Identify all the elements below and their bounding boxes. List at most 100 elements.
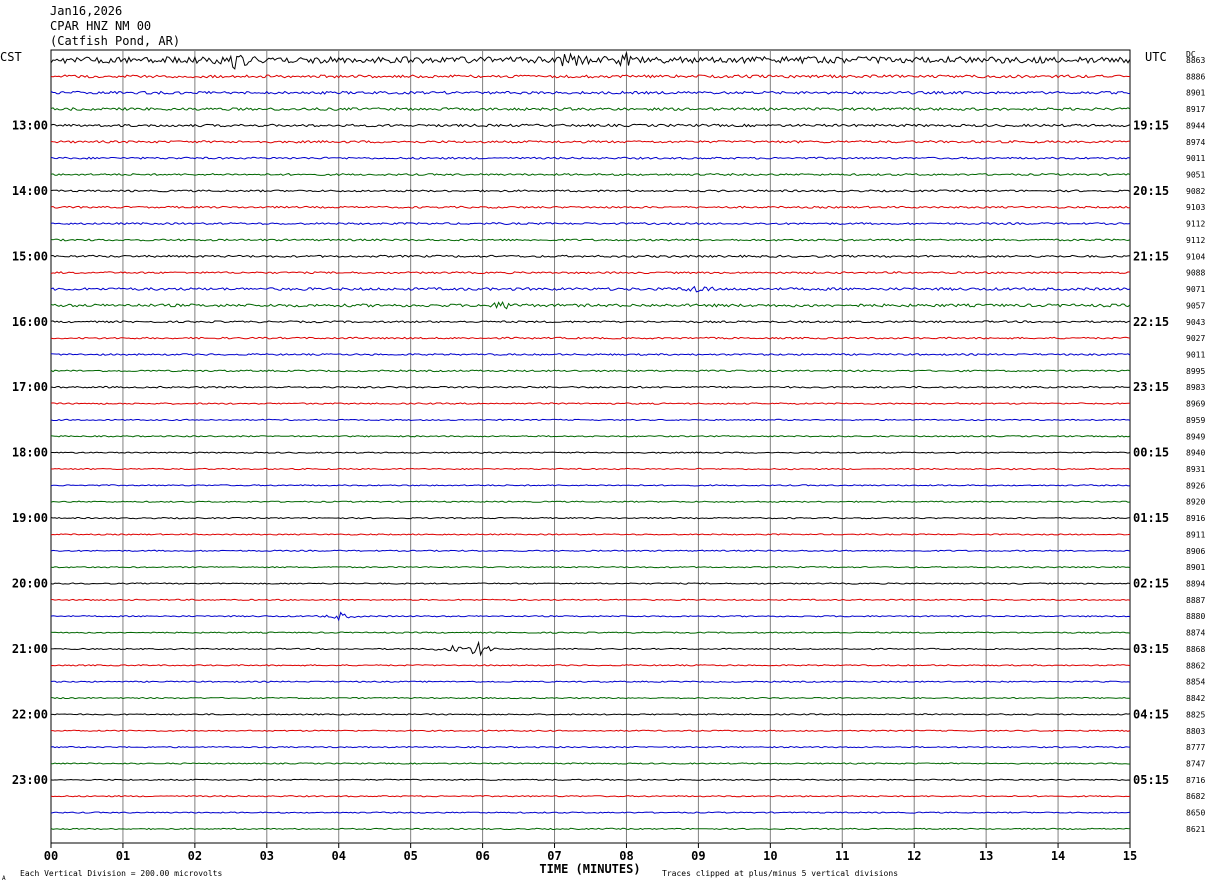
left-hour-label: 17:00 [12, 380, 48, 394]
trace-line [50, 435, 1131, 438]
x-tick-label: 11 [835, 849, 849, 863]
trace-line [50, 680, 1131, 683]
dc-value: 8974 [1186, 138, 1205, 147]
x-tick-label: 13 [979, 849, 993, 863]
trace-line [50, 664, 1131, 667]
trace-line [50, 484, 1131, 487]
x-tick-label: 07 [547, 849, 561, 863]
dc-value: 9071 [1186, 285, 1205, 294]
trace-line [50, 222, 1131, 226]
x-tick-label: 04 [332, 849, 346, 863]
trace-line [50, 271, 1131, 275]
trace-line [50, 353, 1131, 356]
trace-line [51, 713, 1131, 716]
trace-line [50, 172, 1131, 177]
dc-value: 9011 [1186, 350, 1205, 359]
dc-value: 9011 [1186, 154, 1205, 163]
trace-line [50, 418, 1131, 422]
trace-line [50, 402, 1131, 405]
trace-line [50, 598, 1131, 602]
dc-value: 8716 [1186, 776, 1205, 785]
trace-line [50, 369, 1131, 373]
trace-line [50, 205, 1131, 209]
trace-line [50, 107, 1131, 112]
trace-line [50, 52, 1131, 70]
trace-line [50, 238, 1131, 242]
trace-line [51, 762, 1130, 765]
trace-line [50, 566, 1131, 569]
dc-value: 9104 [1186, 252, 1205, 261]
header-date: Jan16,2026 [50, 4, 123, 18]
dc-value: 8868 [1186, 645, 1205, 654]
right-hour-label: 22:15 [1133, 315, 1169, 329]
dc-value: 8650 [1186, 809, 1205, 818]
left-hour-label: 20:00 [12, 577, 48, 591]
right-hour-label: 20:15 [1133, 184, 1169, 198]
trace-group [50, 52, 1131, 831]
right-hour-label: 04:15 [1133, 707, 1169, 721]
dc-value: 8906 [1186, 547, 1205, 556]
dc-value: 8887 [1186, 596, 1205, 605]
trace-line [50, 631, 1131, 634]
right-hour-label: 00:15 [1133, 446, 1169, 460]
minute-grid [50, 49, 1131, 848]
label-group: 00 01 02 03 04 05 06 07 08 09 10 11 12 13 14 15 8863 8886… [0, 50, 1205, 882]
dc-value: 8917 [1186, 105, 1205, 114]
trace-line [50, 140, 1131, 144]
right-hour-label: 05:15 [1133, 773, 1169, 787]
dc-header-label: DC [1186, 50, 1196, 59]
x-axis-title: TIME (MINUTES) [539, 862, 640, 876]
header-location: (Catfish Pond, AR) [50, 34, 181, 48]
right-hour-label: 02:15 [1133, 577, 1169, 591]
left-hour-label: 13:00 [12, 118, 48, 132]
plot-frame [50, 49, 1131, 844]
dc-value: 8863 [1186, 56, 1205, 65]
dc-value: 8959 [1186, 416, 1205, 425]
left-hour-label: 15:00 [12, 249, 48, 263]
dc-value: 8983 [1186, 383, 1205, 392]
x-tick-label: 00 [44, 849, 58, 863]
left-hour-label: 22:00 [12, 707, 48, 721]
dc-value: 8880 [1186, 612, 1205, 621]
dc-value: 8825 [1186, 710, 1205, 719]
dc-value: 9112 [1186, 236, 1205, 245]
right-timezone-label: UTC [1145, 50, 1167, 64]
trace-line [50, 74, 1130, 79]
trace-line [50, 696, 1130, 700]
dc-value: 9027 [1186, 334, 1205, 343]
trace-line [50, 611, 1131, 622]
left-hour-label: 16:00 [12, 315, 48, 329]
dc-value: 8969 [1186, 400, 1205, 409]
scale-note: Each Vertical Division = 200.00 microvol… [20, 869, 222, 878]
left-hour-label: 21:00 [12, 642, 48, 656]
trace-line [50, 795, 1131, 798]
trace-line [50, 90, 1131, 95]
dc-value: 8931 [1186, 465, 1205, 474]
left-hour-label: 19:00 [12, 511, 48, 525]
dc-value: 8862 [1186, 661, 1205, 670]
dc-value: 8842 [1186, 694, 1205, 703]
x-tick-label: 09 [691, 849, 705, 863]
dc-value: 8911 [1186, 530, 1205, 539]
trace-line [50, 336, 1131, 340]
corner-mark: A [2, 875, 6, 882]
left-hour-label: 18:00 [12, 446, 48, 460]
trace-line [50, 533, 1131, 536]
dc-value: 8621 [1186, 825, 1205, 834]
x-tick-label: 10 [763, 849, 777, 863]
trace-line [50, 827, 1131, 831]
dc-value: 8854 [1186, 678, 1205, 687]
trace-line [50, 300, 1131, 310]
left-timezone-label: CST [0, 50, 22, 64]
x-tick-label: 02 [188, 849, 202, 863]
x-tick-label: 14 [1051, 849, 1065, 863]
trace-line [50, 811, 1131, 814]
dc-value: 8747 [1186, 759, 1205, 768]
trace-line [50, 285, 1131, 293]
trace-line [50, 123, 1131, 128]
trace-line [51, 729, 1131, 732]
dc-value: 8926 [1186, 481, 1205, 490]
trace-line [51, 451, 1131, 454]
x-tick-label: 15 [1123, 849, 1137, 863]
